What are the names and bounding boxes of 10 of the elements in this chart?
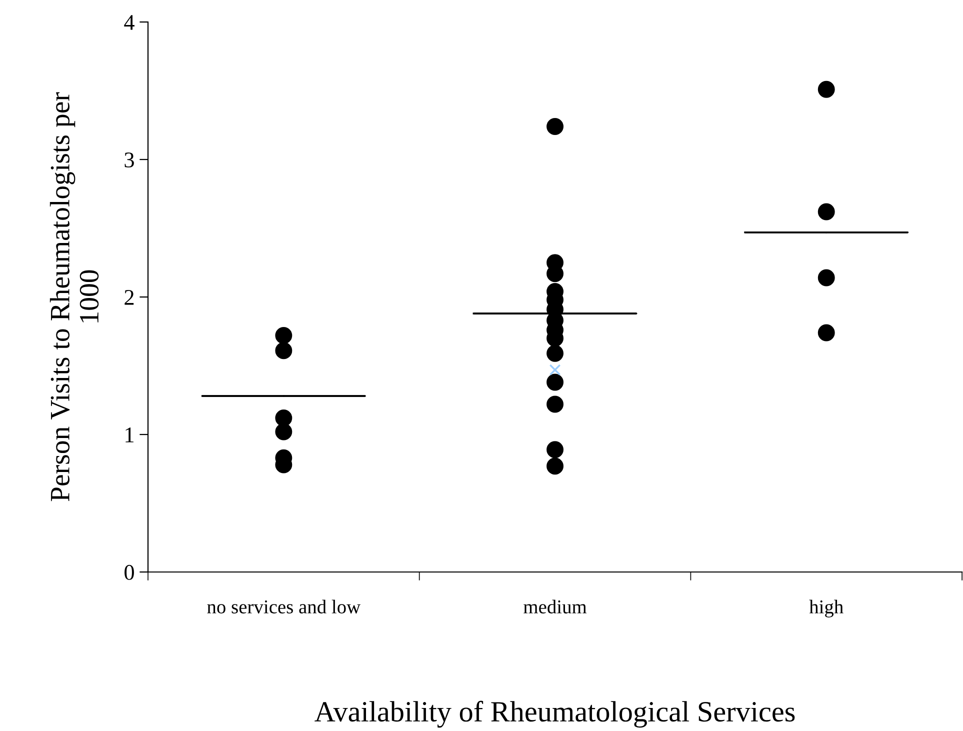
y-tick-label: 2 bbox=[124, 290, 134, 305]
x-tick-label: medium bbox=[524, 600, 587, 614]
y-axis-title: Person Visits to Rheumatologists per 1000 bbox=[50, 92, 99, 502]
y-tick-label: 1 bbox=[126, 428, 134, 442]
y-tick-label: 0 bbox=[124, 564, 134, 580]
x-axis-title: Availability of Rheumatological Services bbox=[314, 700, 795, 728]
x-tick-label: no services and low bbox=[207, 600, 361, 614]
y-tick-label: 3 bbox=[124, 152, 134, 168]
x-tick-label: high bbox=[809, 600, 844, 618]
y-tick-label: 4 bbox=[124, 15, 134, 30]
